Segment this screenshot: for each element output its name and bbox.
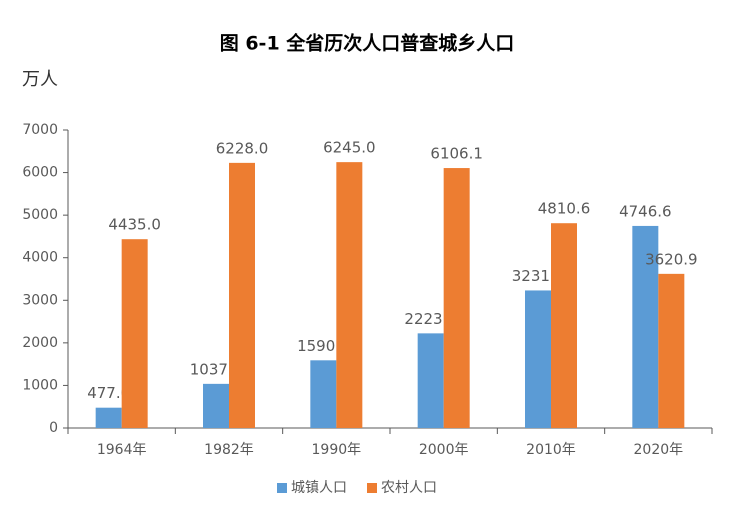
bar (203, 383, 229, 428)
bar (310, 360, 337, 428)
chart-title: 图 6-1 全省历次人口普查城乡人口 (220, 32, 515, 55)
y-tick-label: 5000 (22, 207, 58, 223)
data-label: 6228.0 (216, 139, 269, 157)
y-tick-label: 4000 (22, 250, 58, 266)
data-label: 6106.1 (430, 145, 483, 163)
bar (551, 223, 577, 428)
x-tick-label: 1982年 (204, 442, 254, 458)
bar (658, 273, 685, 428)
legend-swatch (277, 483, 287, 493)
bar (525, 290, 551, 428)
x-tick-label: 1990年 (312, 442, 362, 458)
bar (443, 168, 470, 428)
bar (229, 162, 255, 428)
y-tick-label: 2000 (22, 335, 58, 351)
bar (417, 333, 444, 428)
data-label: 6245.0 (323, 139, 376, 157)
x-tick-label: 2010年 (526, 442, 576, 458)
data-label: 3620.9 (645, 250, 698, 268)
y-tick-label: 1000 (22, 377, 58, 393)
legend-label: 城镇人口 (291, 480, 347, 496)
data-label: 4810.6 (538, 200, 591, 218)
y-tick-label: 6000 (22, 165, 58, 181)
x-tick-label: 2000年 (419, 442, 469, 458)
data-label: 4746.6 (619, 202, 672, 220)
bar (336, 162, 363, 429)
y-tick-label: 7000 (22, 122, 58, 138)
x-tick-label: 2020年 (634, 442, 684, 458)
bar (632, 225, 659, 428)
x-tick-label: 1964年 (97, 442, 147, 458)
legend-label: 农村人口 (381, 480, 437, 496)
bar (95, 407, 122, 428)
data-label: 4435.0 (108, 216, 161, 234)
y-axis-label: 万人 (22, 69, 58, 90)
y-tick-label: 3000 (22, 292, 58, 308)
legend-swatch (367, 483, 377, 493)
y-tick-label: 0 (49, 420, 58, 436)
bar (121, 239, 148, 428)
data-label: 477.0 (87, 384, 130, 402)
